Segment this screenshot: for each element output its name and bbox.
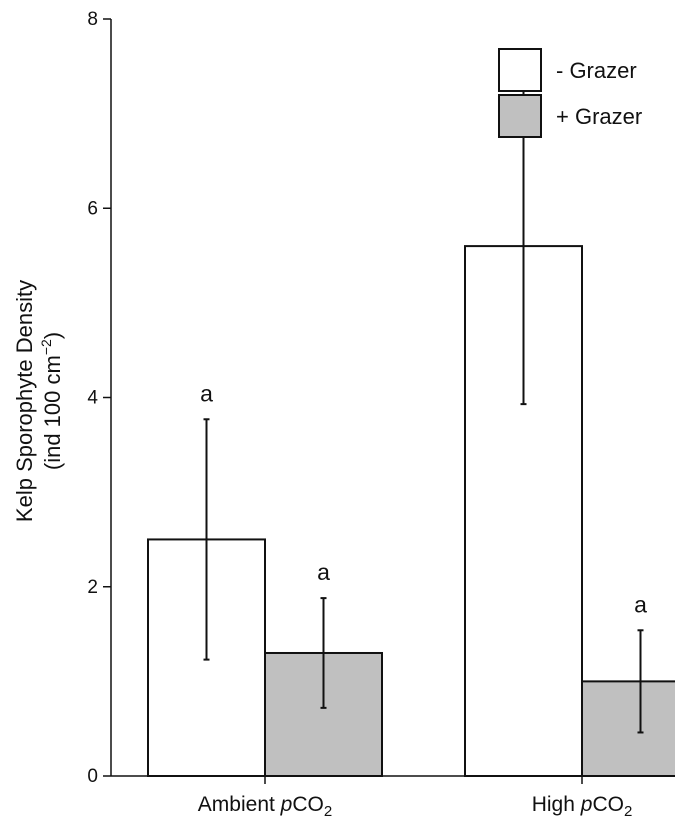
legend-swatch	[498, 48, 542, 92]
y-tick-label: 0	[87, 766, 98, 787]
y-tick-label: 4	[87, 388, 98, 409]
bar	[581, 680, 675, 777]
significance-letter: a	[317, 559, 330, 585]
significance-letter: a	[200, 380, 213, 406]
y-axis-title-line1: Kelp Sporophyte Density	[12, 280, 37, 522]
y-axis-title: Kelp Sporophyte Density (ind 100 cm−2)	[12, 280, 65, 522]
bars	[147, 245, 675, 778]
x-category-labels: Ambient pCO2 High pCO2	[198, 776, 632, 818]
legend: - Grazer + Grazer	[498, 48, 642, 138]
y-tick-label: 2	[87, 577, 98, 598]
significance-letter: a	[634, 591, 647, 617]
y-ticks: 0 2 4 6 8	[87, 9, 111, 787]
error-bars	[203, 87, 644, 734]
y-axis-title-line2: (ind 100 cm−2)	[38, 332, 65, 470]
legend-label: - Grazer	[556, 58, 637, 83]
y-tick-label: 8	[87, 9, 98, 30]
x-category-label: Ambient pCO2	[198, 793, 332, 818]
x-category-label: High pCO2	[532, 793, 633, 818]
legend-label: + Grazer	[556, 104, 642, 129]
y-tick-label: 6	[87, 198, 98, 219]
legend-swatch	[498, 94, 542, 138]
